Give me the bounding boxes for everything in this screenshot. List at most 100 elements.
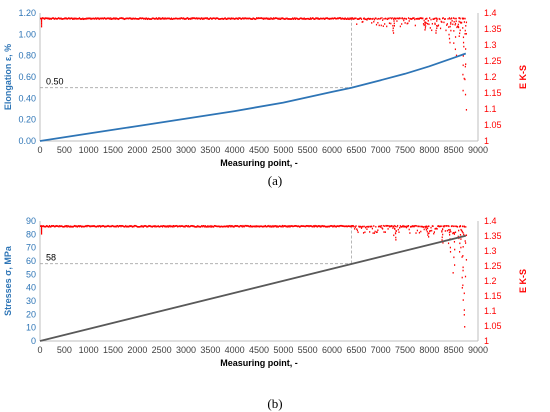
red-point bbox=[389, 17, 391, 19]
red-point bbox=[325, 17, 327, 19]
red-point bbox=[57, 225, 59, 227]
red-point bbox=[366, 228, 368, 230]
red-point bbox=[48, 17, 50, 20]
red-point bbox=[362, 17, 365, 20]
red-point bbox=[249, 225, 251, 228]
red-point bbox=[108, 225, 110, 228]
y-tick-label: 20 bbox=[26, 309, 36, 319]
red-point bbox=[268, 224, 270, 227]
red-point bbox=[166, 225, 168, 228]
red-point bbox=[76, 225, 78, 227]
red-point bbox=[133, 17, 135, 20]
red-point bbox=[391, 17, 393, 19]
red-point bbox=[127, 17, 129, 20]
red-point bbox=[77, 225, 79, 228]
y-tick-label: 10 bbox=[26, 323, 36, 333]
red-point bbox=[441, 21, 443, 23]
red-point bbox=[346, 225, 348, 228]
red-point bbox=[127, 225, 130, 228]
red-point bbox=[384, 17, 386, 20]
red-point bbox=[280, 17, 282, 19]
red-point bbox=[185, 17, 188, 20]
red-point bbox=[232, 17, 235, 20]
y-tick-label: 60 bbox=[26, 256, 36, 266]
red-point bbox=[270, 226, 273, 228]
red-point bbox=[399, 226, 401, 229]
red-point bbox=[450, 225, 453, 228]
red-point bbox=[197, 225, 199, 228]
red-point bbox=[177, 225, 179, 228]
red-point bbox=[455, 225, 457, 228]
red-point bbox=[74, 225, 76, 227]
red-point bbox=[317, 18, 320, 20]
red-point bbox=[456, 25, 459, 28]
red-point bbox=[449, 18, 451, 20]
red-point bbox=[170, 18, 172, 20]
red-point bbox=[433, 232, 435, 235]
red-point bbox=[245, 17, 247, 20]
y2-axis-label: E K-S bbox=[518, 269, 528, 293]
red-point bbox=[84, 17, 87, 20]
red-point bbox=[262, 17, 264, 20]
red-point bbox=[192, 225, 194, 228]
red-point bbox=[347, 225, 350, 227]
red-point bbox=[132, 225, 134, 228]
red-point bbox=[335, 17, 337, 20]
red-point bbox=[373, 18, 376, 21]
red-point bbox=[236, 225, 239, 227]
red-point bbox=[253, 18, 256, 20]
red-point bbox=[382, 25, 384, 27]
red-point bbox=[438, 225, 440, 228]
red-point bbox=[455, 20, 457, 22]
red-point bbox=[459, 225, 461, 228]
red-point bbox=[210, 224, 212, 227]
red-point bbox=[255, 18, 257, 20]
red-point bbox=[272, 224, 274, 227]
y-tick-label: 0 bbox=[31, 336, 36, 346]
red-point bbox=[437, 225, 439, 227]
y-tick-label: 0.20 bbox=[18, 115, 36, 125]
red-point bbox=[232, 225, 234, 227]
red-point bbox=[400, 225, 402, 228]
red-point bbox=[381, 17, 383, 19]
red-point bbox=[378, 24, 380, 27]
red-spike-point bbox=[459, 242, 461, 245]
red-point bbox=[335, 225, 337, 228]
x-tick-label: 8000 bbox=[419, 345, 439, 355]
red-point bbox=[142, 18, 145, 20]
red-point bbox=[465, 226, 467, 228]
red-point bbox=[445, 225, 447, 227]
red-point bbox=[103, 225, 105, 228]
red-point bbox=[297, 225, 299, 228]
red-point bbox=[429, 230, 431, 232]
red-point bbox=[363, 17, 365, 20]
red-point bbox=[187, 18, 190, 20]
red-point bbox=[434, 23, 436, 26]
red-point bbox=[71, 225, 73, 228]
red-spike-point bbox=[424, 23, 426, 25]
red-point bbox=[135, 225, 137, 227]
red-point bbox=[347, 18, 350, 20]
red-point bbox=[284, 18, 286, 20]
red-point bbox=[322, 225, 324, 227]
chart-a: 0 500 1000 1500 2000 2500 3000 3500 4000 4500 5000… bbox=[3, 8, 528, 188]
red-point bbox=[44, 225, 46, 228]
red-point bbox=[204, 17, 207, 20]
red-spike-point bbox=[424, 25, 427, 27]
red-point bbox=[352, 18, 354, 20]
red-point bbox=[131, 225, 133, 228]
red-point bbox=[444, 18, 446, 20]
y2-tick-label: 1.05 bbox=[484, 120, 502, 130]
red-point bbox=[106, 225, 108, 228]
red-point bbox=[160, 225, 162, 228]
red-point bbox=[268, 225, 271, 228]
red-spike-point bbox=[392, 29, 394, 32]
red-point bbox=[232, 17, 234, 20]
x-tick-label: 9000 bbox=[468, 145, 488, 155]
red-point bbox=[110, 18, 113, 20]
red-point bbox=[82, 18, 85, 21]
red-point bbox=[276, 225, 278, 227]
red-point bbox=[299, 225, 301, 228]
red-spike-point bbox=[462, 36, 465, 39]
red-point bbox=[439, 225, 441, 228]
